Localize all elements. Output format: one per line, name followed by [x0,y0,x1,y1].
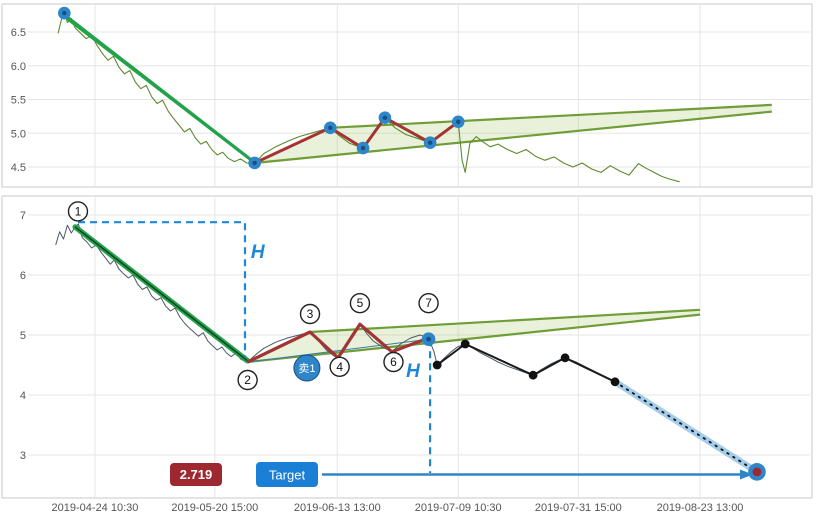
trend-channel-line [65,17,257,166]
sell-signal-label: 卖1 [298,362,315,375]
wave-number-label: 1 [75,204,82,218]
wedge-fill [247,309,700,362]
overview-price-line [57,12,680,183]
swing-dot [432,360,442,370]
projection-dotted [614,380,758,473]
wave-number-label: 2 [244,373,251,387]
wave-number-label: 5 [357,296,364,310]
baseline-2-7 [247,338,429,363]
wave-number-circle [329,356,350,377]
wedge-upper-line [309,308,701,334]
main-panel: 7 6 5 4 3 2019-04-24 10:30 2019-05-20 15:00 201… [1,195,813,514]
measure-dashed-line [78,221,247,358]
wave-number-circle [383,351,404,373]
swing-dot [528,370,538,380]
y-tick-label: 4.5 [11,162,26,174]
wave-number-circle [299,303,321,325]
pivot-dot-core [382,115,388,120]
x-tick-label: 2019-05-20 15:00 [171,502,258,514]
height-label: H [251,242,266,263]
price-badge-label: 2.719 [180,467,213,482]
y-tick-label: 6.5 [11,27,26,39]
swing-dot [610,377,620,387]
wave-number-circle [418,293,439,314]
wedge-upper-line [330,103,772,129]
x-tick-label: 2019-04-24 10:30 [52,502,139,514]
swing-dot [560,353,570,363]
y-tick-label: 3 [20,450,26,462]
wedge-fill [254,104,772,163]
height-label: H [406,361,421,382]
wave-number-label: 4 [336,360,343,374]
price-badge [170,463,222,486]
panel-border [1,3,813,188]
y-tick-label: 5.0 [11,128,26,140]
x-tick-label: 2019-08-23 13:00 [657,502,744,514]
pattern-zigzag [246,322,430,364]
main-price-line [55,223,616,383]
target-marker-core [752,467,762,477]
target-badge-label: Target [269,468,306,483]
target-badge [256,462,318,487]
wave-number-label: 3 [307,307,314,321]
x-tick-label: 2019-07-31 15:00 [535,502,622,514]
swing-dot [460,339,470,349]
y-tick-label: 5 [20,330,26,342]
pivot-dot-core [427,140,433,145]
wave-number-circle [237,369,258,391]
wave-number-circle [349,293,371,314]
y-tick-label: 7 [20,210,26,222]
y-tick-label: 6.0 [11,61,26,73]
target-arrow-head [740,469,753,480]
pivot-dot-core [328,125,333,131]
downtrend-core [74,226,249,362]
overview-panel: 6.5 6.0 5.5 5.0 4.5 [1,3,813,188]
pivot-dot-core [360,145,366,151]
wave-number-circle [67,201,89,222]
pivot7-dot-core [426,336,431,342]
wedge-lower-line [247,313,701,364]
pivot-dot-core [252,160,257,166]
y-tick-label: 6 [20,270,26,282]
y-tick-label: 4 [20,390,26,402]
wave-number-label: 6 [390,355,397,369]
pivot-dot-core [62,10,67,16]
pivot-dot-core [456,119,461,124]
sell-signal-marker [293,354,321,382]
wedge-lower-line [254,110,772,165]
y-tick-label: 5.5 [11,95,26,107]
x-tick-label: 2019-07-09 10:30 [415,502,502,514]
x-tick-label: 2019-06-13 13:00 [294,502,381,514]
wave-number-label: 7 [425,296,432,310]
